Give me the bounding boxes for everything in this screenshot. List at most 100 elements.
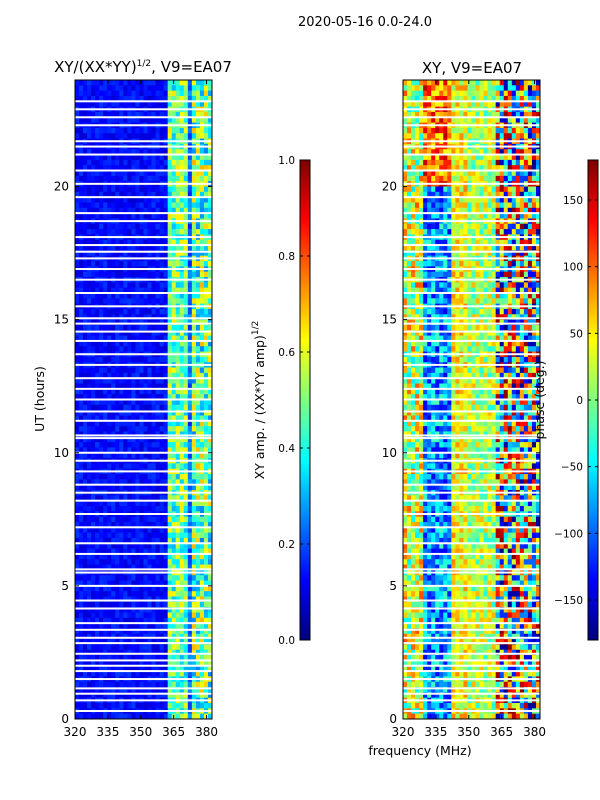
amplitude-heatmap-cell <box>79 404 84 411</box>
amplitude-heatmap-cell <box>159 250 165 257</box>
amplitude-heatmap-cell <box>119 95 124 102</box>
amplitude-heatmap-cell <box>135 372 140 379</box>
amplitude-heatmap-cell <box>107 591 112 597</box>
amplitude-heatmap-cell <box>127 191 132 198</box>
amplitude-heatmap-cell <box>115 149 120 155</box>
amplitude-heatmap-cell <box>183 282 189 289</box>
amplitude-heatmap-cell <box>159 340 165 347</box>
amplitude-heatmap-cell <box>123 229 128 235</box>
amplitude-heatmap-cell <box>191 340 197 347</box>
amplitude-heatmap-cell <box>151 85 156 92</box>
amplitude-heatmap-cell <box>179 127 185 134</box>
amplitude-heatmap-cell <box>79 223 84 230</box>
amplitude-heatmap-cell <box>87 388 92 395</box>
amplitude-heatmap-cell <box>103 298 108 305</box>
amplitude-heatmap-cell <box>123 293 128 299</box>
amplitude-heatmap-cell <box>123 298 128 305</box>
amplitude-heatmap-cell <box>99 90 104 97</box>
amplitude-heatmap-cell <box>79 111 84 118</box>
amplitude-heatmap-cell <box>75 410 80 416</box>
amplitude-heatmap-row <box>75 388 213 395</box>
amplitude-heatmap-cell <box>151 308 156 315</box>
amplitude-heatmap-cell <box>163 644 169 651</box>
amplitude-heatmap-cell <box>111 410 116 416</box>
amplitude-heatmap-cell <box>87 330 92 336</box>
amplitude-heatmap-cell <box>207 367 213 374</box>
amplitude-heatmap-cell <box>179 314 185 321</box>
amplitude-y-tick-label: 20 <box>54 180 69 194</box>
phase-heatmap-cell <box>411 90 416 97</box>
amplitude-heatmap-cell <box>159 85 165 92</box>
amplitude-heatmap-cell <box>127 165 132 171</box>
amplitude-heatmap-cell <box>83 133 88 139</box>
amplitude-heatmap-row <box>75 229 213 235</box>
amplitude-heatmap-cell <box>115 127 120 134</box>
amplitude-heatmap-cell <box>87 426 92 432</box>
amplitude-heatmap-cell <box>79 612 84 619</box>
phase-heatmap-cell <box>419 133 424 139</box>
amplitude-heatmap-cell <box>79 463 84 470</box>
amplitude-heatmap-cell <box>183 293 189 299</box>
amplitude-heatmap-cell <box>95 85 100 92</box>
amplitude-heatmap-cell <box>107 426 112 432</box>
amplitude-heatmap-cell <box>147 170 152 177</box>
amplitude-heatmap-cell <box>151 324 156 331</box>
amplitude-heatmap-cell <box>155 474 161 480</box>
amplitude-heatmap-cell <box>103 191 108 198</box>
amplitude-heatmap-cell <box>175 575 181 581</box>
amplitude-heatmap-row <box>75 80 213 86</box>
phase-heatmap-cell <box>523 127 529 134</box>
amplitude-heatmap-cell <box>207 149 213 155</box>
amplitude-heatmap-cell <box>187 612 193 619</box>
amplitude-heatmap-row <box>75 298 213 305</box>
amplitude-heatmap-cell <box>123 111 128 118</box>
amplitude-heatmap-cell <box>187 80 193 86</box>
amplitude-heatmap-cell <box>167 516 173 523</box>
amplitude-heatmap-cell <box>115 111 120 118</box>
amplitude-heatmap-cell <box>159 170 165 177</box>
amplitude-heatmap-cell <box>91 383 96 390</box>
amplitude-heatmap-cell <box>123 378 128 384</box>
amplitude-heatmap-cell <box>167 388 173 395</box>
amplitude-heatmap-cell <box>147 90 152 97</box>
amplitude-heatmap-cell <box>119 532 124 539</box>
amplitude-heatmap-cell <box>183 575 189 581</box>
amplitude-heatmap-cell <box>115 367 120 374</box>
amplitude-heatmap-cell <box>131 80 136 86</box>
amplitude-heatmap-cell <box>91 308 96 315</box>
amplitude-heatmap-cell <box>183 223 189 230</box>
amplitude-heatmap-cell <box>187 149 193 155</box>
amplitude-heatmap-cell <box>75 159 80 166</box>
amplitude-heatmap-cell <box>131 202 136 209</box>
amplitude-heatmap-cell <box>127 213 132 219</box>
amplitude-heatmap-cell <box>147 85 152 92</box>
amplitude-heatmap-cell <box>115 516 120 523</box>
amplitude-heatmap-cell <box>99 346 104 352</box>
amplitude-heatmap-cell <box>119 111 124 118</box>
amplitude-heatmap-cell <box>191 394 197 400</box>
amplitude-heatmap-cell <box>187 229 193 235</box>
amplitude-heatmap-cell <box>199 506 205 512</box>
amplitude-x-tick-label: 335 <box>96 725 119 739</box>
phase-heatmap-cell <box>515 133 521 139</box>
phase-heatmap-cell <box>475 85 480 92</box>
phase-heatmap-cell <box>499 133 505 139</box>
phase-heatmap-cell <box>511 85 517 92</box>
amplitude-heatmap-cell <box>95 197 100 203</box>
amplitude-heatmap-cell <box>191 239 197 246</box>
amplitude-heatmap-cell <box>79 202 84 209</box>
phase-heatmap-cell <box>415 159 420 166</box>
amplitude-heatmap-cell <box>75 165 80 171</box>
phase-heatmap-cell <box>487 85 493 92</box>
amplitude-heatmap-cell <box>171 186 177 193</box>
amplitude-heatmap-cell <box>103 223 108 230</box>
amplitude-heatmap-cell <box>99 175 104 182</box>
amplitude-heatmap-cell <box>87 293 92 299</box>
amplitude-heatmap-cell <box>103 213 108 219</box>
amplitude-heatmap-cell <box>147 229 152 235</box>
amplitude-heatmap-cell <box>103 117 108 124</box>
phase-heatmap-cell <box>475 80 480 86</box>
amplitude-heatmap-cell <box>207 117 213 124</box>
amplitude-heatmap-cell <box>115 271 120 278</box>
